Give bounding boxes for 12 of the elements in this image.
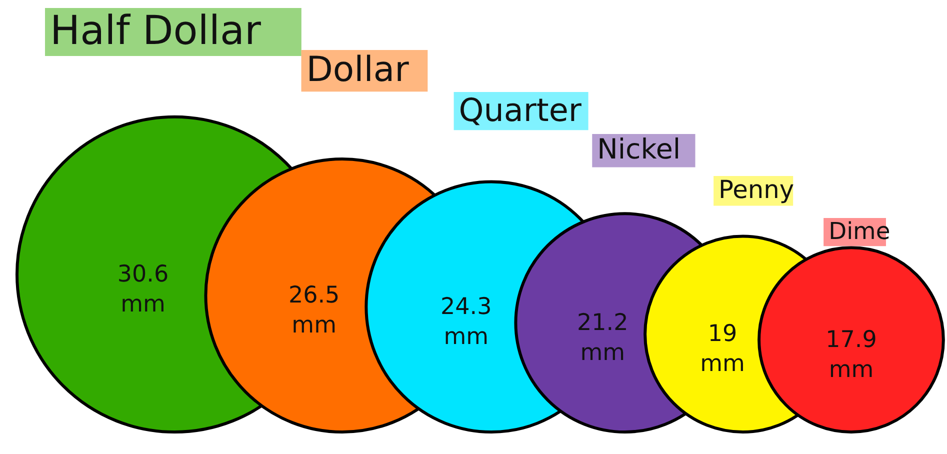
data-label: 24.3 mm (440, 294, 492, 350)
data-label: 19 mm (700, 321, 745, 378)
category-label: Dime (828, 217, 890, 246)
category-label: Penny (718, 174, 794, 204)
data-label: 26.5 mm (288, 282, 340, 339)
data-label: 21.2 mm (577, 310, 628, 366)
data-label: 17.9 mm (826, 326, 877, 383)
category-label: Nickel (597, 132, 681, 166)
category-label: Dollar (306, 50, 410, 90)
category-label: Quarter (458, 93, 582, 130)
data-label: 30.6 mm (117, 261, 169, 318)
category-label: Half Dollar (50, 8, 262, 54)
